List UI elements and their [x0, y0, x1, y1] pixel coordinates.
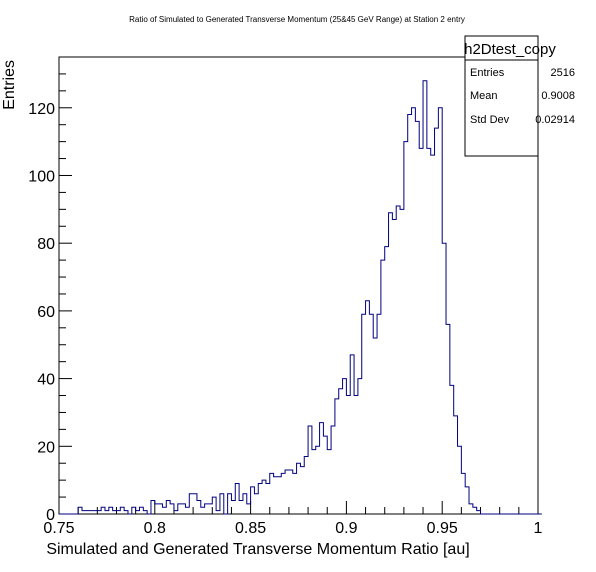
histogram-line: [59, 80, 542, 515]
y-tick-label: 120: [28, 101, 55, 118]
stats-histogram-name: h2Dtest_copy: [464, 41, 556, 58]
stats-box: h2Dtest_copy Entries 2516 Mean 0.9008 St…: [464, 35, 575, 157]
y-axis-ticks: 0 20 40 60 80 100 120: [28, 56, 72, 524]
stats-box-frame: [464, 35, 539, 157]
stats-mean-value: 0.9008: [541, 90, 575, 102]
y-tick-label: 100: [28, 168, 55, 185]
y-tick-label: 40: [37, 372, 55, 389]
y-axis-label: Entries: [1, 60, 18, 110]
x-tick-label: 0.75: [43, 520, 74, 537]
x-tick-label: 0.85: [235, 520, 266, 537]
stats-entries-label: Entries: [470, 67, 505, 79]
stats-std-value: 0.02914: [535, 114, 575, 126]
x-tick-label: 0.8: [144, 520, 166, 537]
stats-entries-value: 2516: [551, 67, 575, 79]
y-tick-label: 60: [37, 304, 55, 321]
x-axis-ticks: 0.75 0.8 0.85 0.9 0.95 1: [43, 501, 543, 537]
x-axis-label: Simulated and Generated Transverse Momen…: [46, 541, 469, 558]
y-tick-label: 0: [46, 507, 55, 524]
stats-std-label: Std Dev: [470, 114, 510, 126]
y-tick-label: 20: [37, 439, 55, 456]
y-tick-label: 80: [37, 236, 55, 253]
chart-title: Ratio of Simulated to Generated Transver…: [129, 15, 465, 24]
x-tick-label: 0.9: [335, 520, 357, 537]
axes: [58, 56, 539, 515]
x-tick-label: 0.95: [427, 520, 458, 537]
plot-frame: [58, 56, 539, 515]
stats-mean-label: Mean: [470, 90, 498, 102]
x-tick-label: 1: [534, 520, 543, 537]
